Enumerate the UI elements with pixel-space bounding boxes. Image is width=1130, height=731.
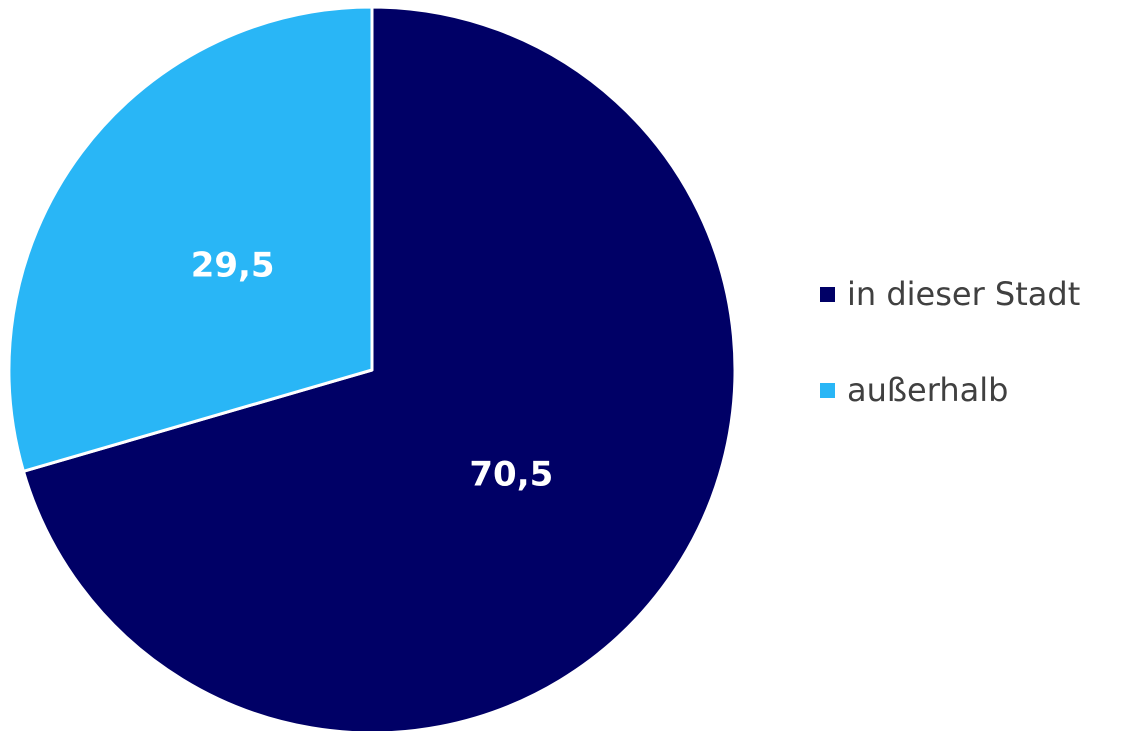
slice-labels: 70,5 29,5 [191, 245, 554, 494]
legend-label-in-dieser-stadt: in dieser Stadt [847, 275, 1081, 313]
legend-item-ausserhalb: außerhalb [820, 368, 1080, 412]
pie-slices [7, 5, 737, 731]
legend-label-ausserhalb: außerhalb [847, 371, 1009, 409]
legend-swatch-ausserhalb [820, 382, 835, 398]
legend-item-in-dieser-stadt: in dieser Stadt [820, 272, 1080, 316]
data-label-ausserhalb: 29,5 [191, 245, 275, 285]
data-label-in-dieser-stadt: 70,5 [469, 455, 553, 495]
pie-plot: 70,5 29,5 [7, 5, 737, 731]
pie-slice-in-dieser-stadt [21, 5, 737, 731]
legend: in dieser Stadt außerhalb [820, 272, 1080, 464]
pie-slice-ausserhalb [7, 5, 374, 473]
legend-swatch-in-dieser-stadt [820, 286, 835, 302]
